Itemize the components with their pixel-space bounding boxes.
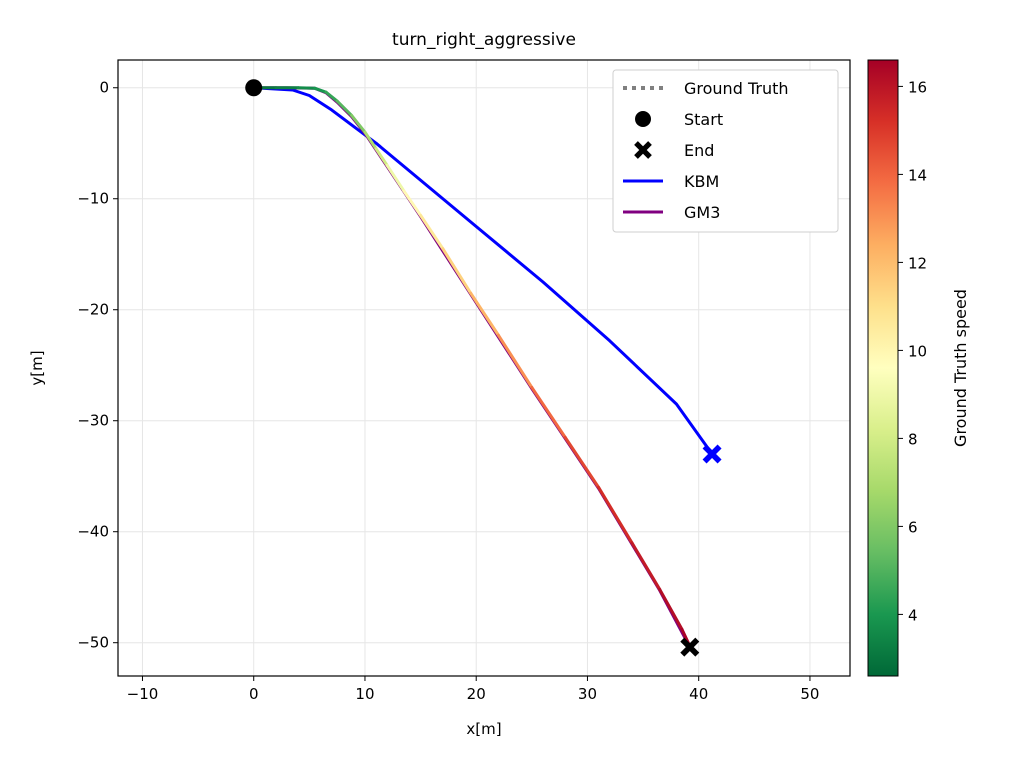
legend-item: GM3 bbox=[623, 203, 720, 222]
colorbar-label: Ground Truth speed bbox=[951, 289, 970, 447]
x-tick-label: 50 bbox=[800, 685, 819, 703]
y-tick-label: −40 bbox=[77, 523, 109, 541]
colorbar-tick-label: 16 bbox=[908, 78, 927, 96]
x-tick-label: 40 bbox=[689, 685, 708, 703]
series-line-kbm bbox=[253, 86, 714, 455]
series-segment-ground-truth bbox=[374, 147, 389, 167]
colorbar-tick-label: 8 bbox=[908, 430, 918, 448]
legend-label: End bbox=[684, 141, 714, 160]
y-tick-label: −30 bbox=[77, 412, 109, 430]
legend-swatch-circle bbox=[635, 111, 651, 127]
marker-end-kbm bbox=[702, 444, 722, 464]
plot-frame bbox=[117, 59, 851, 677]
x-tick-label: 30 bbox=[578, 685, 597, 703]
colorbar-bar bbox=[867, 59, 899, 677]
series-segment-ground-truth bbox=[658, 587, 684, 631]
legend-item: End bbox=[634, 141, 714, 160]
colorbar-tick-label: 12 bbox=[908, 254, 927, 272]
series-segment-ground-truth bbox=[469, 291, 500, 337]
y-tick-label: −20 bbox=[77, 301, 109, 319]
legend-item: Start bbox=[635, 110, 723, 129]
series-segment-ground-truth bbox=[563, 435, 601, 489]
legend-box bbox=[612, 69, 839, 233]
y-axis-label: y[m] bbox=[28, 350, 46, 385]
x-tick-label: 20 bbox=[467, 685, 486, 703]
colorbar: 4 6 8 10 12 14 16 Ground Truth speed bbox=[867, 59, 970, 677]
series-layer bbox=[252, 86, 714, 648]
axis-ticks: −10 0 10 20 30 40 50 0 −10 −20 −30 −40 −50 bbox=[77, 79, 819, 703]
x-tick-label: −10 bbox=[127, 685, 159, 703]
y-tick-label: −50 bbox=[77, 634, 109, 652]
series-segment-ground-truth bbox=[385, 163, 406, 193]
series-segment-ground-truth bbox=[402, 189, 423, 217]
series-segment-ground-truth bbox=[630, 541, 662, 591]
legend-item: Ground Truth bbox=[623, 79, 789, 98]
marker-start bbox=[245, 79, 263, 97]
y-tick-label: 0 bbox=[99, 79, 109, 97]
colorbar-tick-label: 4 bbox=[908, 606, 918, 624]
legend-label: KBM bbox=[684, 172, 719, 191]
legend: Ground Truth Start End KBM GM3 bbox=[612, 69, 839, 233]
legend-label: Start bbox=[684, 110, 723, 129]
series-segment-ground-truth bbox=[350, 113, 367, 134]
x-axis-label: x[m] bbox=[466, 720, 501, 738]
y-tick-label: −10 bbox=[77, 190, 109, 208]
legend-swatch-x bbox=[634, 141, 652, 159]
colorbar-tick-label: 14 bbox=[908, 166, 927, 184]
series-segment-ground-truth bbox=[597, 485, 634, 545]
x-tick-label: 0 bbox=[249, 685, 259, 703]
chart-title: turn_right_aggressive bbox=[392, 30, 576, 50]
series-segment-ground-truth bbox=[296, 86, 317, 90]
series-segment-ground-truth bbox=[335, 99, 354, 117]
legend-item: KBM bbox=[623, 172, 719, 191]
colorbar-tick-label: 6 bbox=[908, 518, 918, 536]
series-segment-ground-truth bbox=[419, 213, 445, 251]
colorbar-tick-label: 10 bbox=[908, 342, 927, 360]
series-segment-ground-truth bbox=[441, 247, 473, 295]
series-segment-ground-truth bbox=[496, 333, 534, 389]
legend-label: GM3 bbox=[684, 203, 720, 222]
series-segment-ground-truth bbox=[313, 86, 328, 94]
legend-label: Ground Truth bbox=[684, 79, 789, 98]
series-segment-ground-truth bbox=[324, 90, 339, 103]
marker-end-ground-truth bbox=[680, 637, 700, 657]
x-tick-label: 10 bbox=[355, 685, 374, 703]
series-segment-ground-truth bbox=[363, 130, 378, 151]
series-segment-ground-truth bbox=[530, 385, 567, 439]
marker-layer bbox=[245, 79, 722, 657]
